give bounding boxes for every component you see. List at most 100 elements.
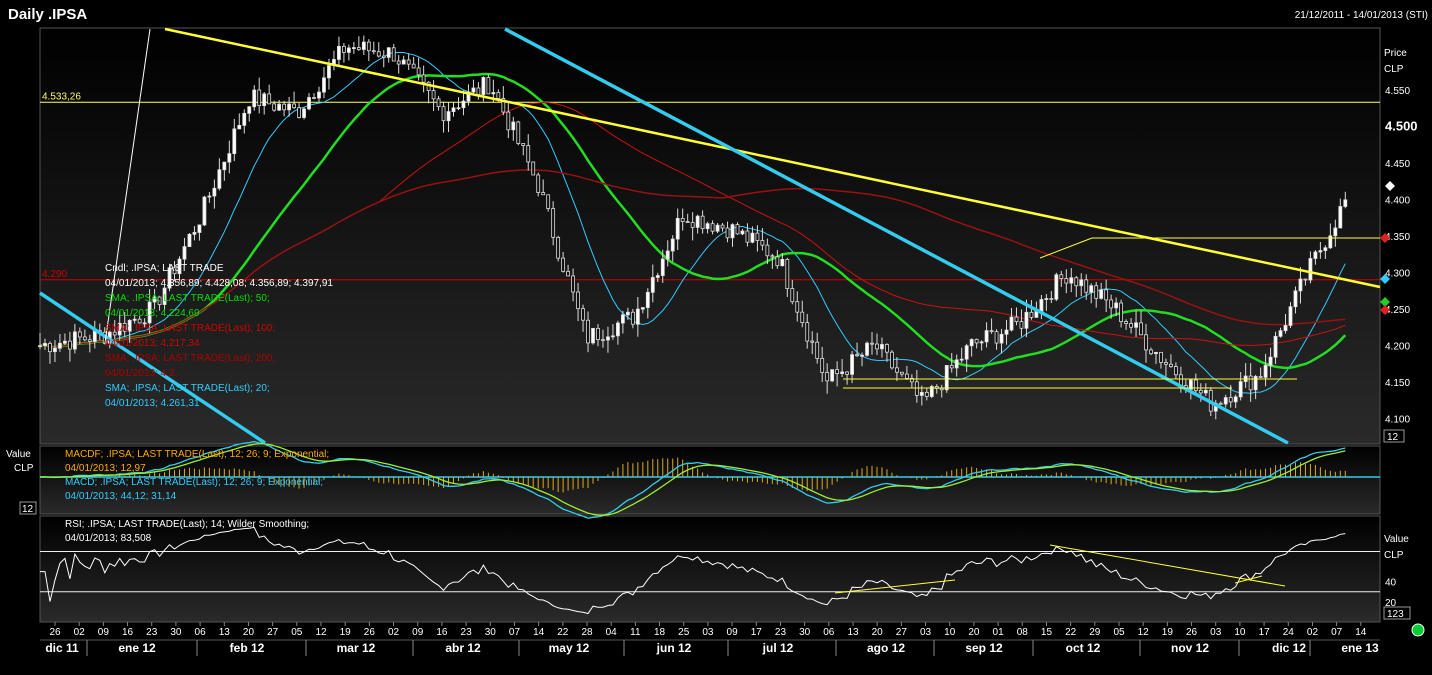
candle-body	[1308, 258, 1313, 281]
candle-body	[322, 77, 326, 93]
x-month-label: abr 12	[445, 641, 481, 655]
candle-body	[954, 359, 959, 369]
candle-body	[232, 128, 237, 155]
candle-body	[1064, 278, 1069, 284]
candle-body	[297, 107, 301, 118]
candle-body	[1079, 279, 1084, 287]
x-month-label: dic 12	[1272, 641, 1306, 655]
candle-body	[406, 59, 411, 65]
candle-body	[695, 215, 700, 228]
candle-body	[556, 236, 561, 259]
candle-body	[611, 335, 615, 338]
x-tick-label: 02	[1307, 627, 1319, 638]
x-tick-label: 12	[1138, 627, 1150, 638]
x-month-label: ene 13	[1341, 641, 1379, 655]
x-tick-label: 30	[799, 627, 811, 638]
candle-body	[1169, 363, 1173, 367]
candle-body	[187, 233, 192, 248]
candle-body	[391, 47, 396, 62]
price-axis-title: Price	[1384, 48, 1407, 59]
candle-body	[566, 270, 570, 277]
candle-body	[730, 224, 735, 239]
candle-body	[182, 246, 187, 260]
candle-body	[860, 354, 864, 357]
candle-body	[1313, 251, 1318, 259]
macd-line	[39, 440, 1346, 519]
candle-body	[586, 319, 590, 344]
candle-body	[685, 221, 690, 223]
candle-body	[511, 121, 516, 131]
candle-body	[750, 232, 755, 243]
rsi-trend-2	[1049, 544, 1286, 587]
status-indicator-icon[interactable]	[1411, 623, 1425, 637]
candle-body	[645, 291, 650, 308]
x-tick-label: 02	[74, 627, 86, 638]
price-tick-label: 4.500	[1385, 119, 1418, 134]
candle-body	[835, 369, 840, 374]
candle-body	[1144, 334, 1148, 351]
candle-body	[840, 371, 845, 374]
candle-body	[63, 340, 67, 344]
candle-body	[810, 340, 815, 343]
candle-body	[267, 93, 272, 105]
candle-body	[496, 92, 501, 99]
candle-body	[800, 311, 805, 324]
candle-body	[735, 224, 740, 235]
candle-body	[172, 267, 177, 275]
candle-body	[132, 318, 137, 321]
candle-body	[914, 381, 919, 396]
candle-body	[1253, 376, 1258, 391]
candle-body	[581, 308, 585, 321]
price-tick-label: 4.200	[1385, 341, 1410, 352]
candle-body	[431, 90, 436, 100]
legend-value: 04/01/2013; 4.261,31	[105, 398, 200, 409]
candle-body	[785, 259, 790, 289]
candle-body	[307, 97, 311, 110]
x-month-label: dic 11	[45, 641, 79, 655]
rsi-scale-label: 123	[1387, 609, 1404, 620]
candle-body	[571, 275, 575, 293]
candle-body	[625, 311, 630, 316]
candle-body	[48, 342, 52, 353]
candle-body	[317, 91, 321, 99]
candle-body	[1258, 376, 1263, 378]
x-tick-label: 27	[896, 627, 908, 638]
x-tick-label: 24	[1283, 627, 1295, 638]
candle-body	[491, 92, 496, 95]
marker-red	[1380, 233, 1390, 243]
candle-body	[207, 195, 212, 198]
candle-body	[770, 255, 775, 258]
candle-body	[1154, 351, 1158, 355]
candle-body	[536, 174, 541, 193]
x-tick-label: 03	[702, 627, 714, 638]
candle-body	[1044, 298, 1049, 300]
rsi-trend-1	[834, 579, 956, 594]
candle-body	[1333, 227, 1338, 237]
rsi-panel[interactable]	[39, 515, 1381, 623]
macd-panel[interactable]	[39, 445, 1381, 515]
candle-body	[471, 87, 476, 93]
x-tick-label: 05	[1113, 627, 1125, 638]
candle-body	[919, 391, 924, 396]
candle-body	[805, 322, 810, 342]
candle-body	[640, 307, 645, 310]
candle-body	[1193, 379, 1198, 391]
candle-body	[456, 107, 461, 110]
x-tick-label: 09	[412, 627, 424, 638]
candle-body	[795, 301, 800, 313]
x-tick-label: 04	[606, 627, 618, 638]
candle-body	[237, 124, 242, 130]
candle-body	[53, 347, 57, 353]
x-tick-label: 14	[1355, 627, 1367, 638]
rsi-line	[40, 526, 1346, 615]
price-tick-label: 4.550	[1385, 86, 1410, 97]
marker-red-2	[1380, 305, 1390, 315]
sma-20-line	[39, 51, 1346, 394]
candle-body	[252, 89, 257, 108]
candle-body	[994, 331, 999, 344]
candle-body	[1164, 362, 1168, 365]
x-tick-label: 09	[727, 627, 739, 638]
candle-body	[760, 240, 765, 246]
legend-entry: SMA; .IPSA; LAST TRADE(Last); 20;	[105, 383, 270, 394]
candle-body	[660, 258, 665, 276]
